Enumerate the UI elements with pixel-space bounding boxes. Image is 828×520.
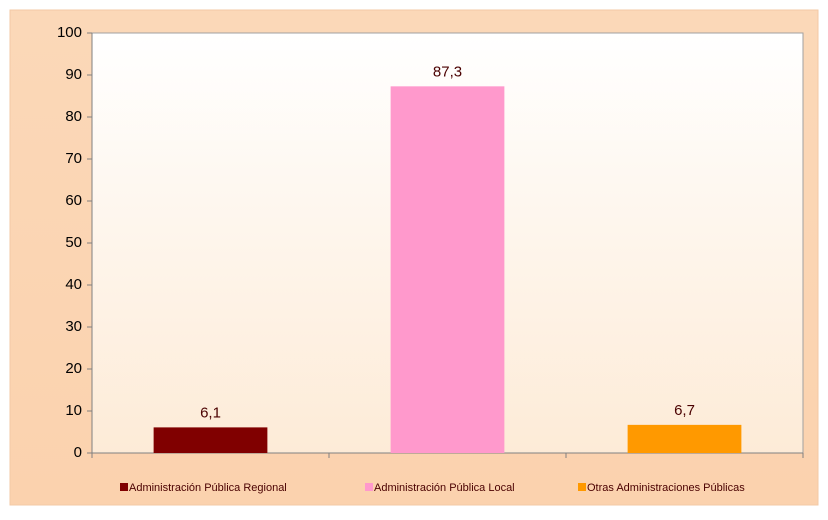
legend-label: Administración Pública Local [374, 482, 515, 494]
bar [153, 427, 268, 453]
legend-swatch [120, 483, 128, 491]
legend-label: Otras Administraciones Públicas [587, 482, 745, 494]
value-label: 87,3 [433, 63, 462, 80]
bar [390, 86, 505, 453]
y-tick-label: 90 [65, 66, 82, 83]
legend-label: Administración Pública Regional [129, 482, 287, 494]
bar [627, 424, 742, 453]
y-tick-label: 50 [65, 234, 82, 251]
legend-swatch [578, 483, 586, 491]
y-tick-label: 0 [74, 444, 82, 461]
value-label: 6,7 [674, 402, 695, 419]
y-tick-label: 40 [65, 276, 82, 293]
y-tick-label: 30 [65, 318, 82, 335]
legend-swatch [365, 483, 373, 491]
y-tick-label: 20 [65, 360, 82, 377]
y-tick-label: 10 [65, 402, 82, 419]
y-tick-label: 70 [65, 150, 82, 167]
y-tick-label: 80 [65, 108, 82, 125]
y-tick-label: 100 [57, 24, 82, 41]
y-tick-label: 60 [65, 192, 82, 209]
value-label: 6,1 [200, 404, 221, 421]
